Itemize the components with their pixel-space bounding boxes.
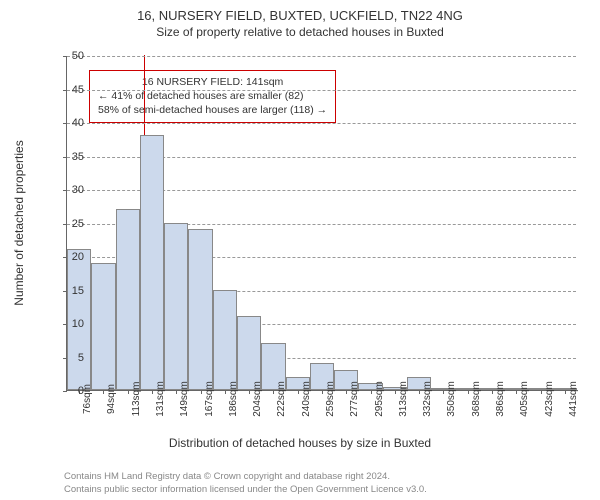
histogram-bar: [213, 290, 237, 391]
ytick-label: 35: [54, 151, 84, 163]
xtick-mark: [249, 390, 250, 394]
xtick-mark: [346, 390, 347, 394]
xtick-mark: [298, 390, 299, 394]
xtick-label: 332sqm: [422, 381, 433, 417]
xtick-mark: [419, 390, 420, 394]
xtick-mark: [322, 390, 323, 394]
ytick-label: 40: [54, 117, 84, 129]
xtick-mark: [443, 390, 444, 394]
y-axis-label: Number of detached properties: [12, 140, 26, 305]
xtick-label: 368sqm: [471, 381, 482, 417]
xtick-label: 94sqm: [106, 384, 117, 414]
chart-subtitle: Size of property relative to detached ho…: [0, 25, 600, 39]
ytick-label: 50: [54, 50, 84, 62]
chart-title: 16, NURSERY FIELD, BUXTED, UCKFIELD, TN2…: [0, 8, 600, 23]
ytick-label: 25: [54, 218, 84, 230]
xtick-mark: [395, 390, 396, 394]
xtick-mark: [225, 390, 226, 394]
xtick-label: 204sqm: [252, 381, 263, 417]
xtick-label: 149sqm: [179, 381, 190, 417]
xtick-mark: [128, 390, 129, 394]
gridline: [67, 123, 576, 124]
annotation-line: 16 NURSERY FIELD: 141sqm: [98, 75, 327, 89]
plot-area: 16 NURSERY FIELD: 141sqm← 41% of detache…: [66, 56, 576, 391]
xtick-mark: [541, 390, 542, 394]
xtick-label: 277sqm: [349, 381, 360, 417]
xtick-mark: [468, 390, 469, 394]
histogram-bar: [237, 316, 261, 390]
xtick-mark: [516, 390, 517, 394]
histogram-bar: [91, 263, 115, 390]
histogram-bar: [140, 135, 164, 390]
xtick-mark: [273, 390, 274, 394]
gridline: [67, 90, 576, 91]
xtick-label: 441sqm: [568, 381, 579, 417]
footer-attribution: Contains HM Land Registry data © Crown c…: [64, 471, 427, 496]
xtick-mark: [565, 390, 566, 394]
annotation-line: ← 41% of detached houses are smaller (82…: [98, 89, 327, 103]
xtick-label: 386sqm: [495, 381, 506, 417]
xtick-label: 405sqm: [519, 381, 530, 417]
property-size-chart: 16, NURSERY FIELD, BUXTED, UCKFIELD, TN2…: [0, 8, 600, 468]
xtick-label: 113sqm: [131, 382, 142, 417]
xtick-label: 313sqm: [398, 381, 409, 417]
xtick-label: 167sqm: [204, 381, 215, 417]
xtick-label: 350sqm: [446, 381, 457, 417]
x-axis-label: Distribution of detached houses by size …: [0, 436, 600, 450]
ytick-label: 5: [54, 352, 84, 364]
ytick-label: 30: [54, 184, 84, 196]
ytick-label: 45: [54, 84, 84, 96]
xtick-mark: [152, 390, 153, 394]
xtick-label: 222sqm: [276, 381, 287, 417]
histogram-bar: [116, 209, 140, 390]
histogram-bar: [164, 223, 188, 391]
ytick-label: 0: [54, 385, 84, 397]
gridline: [67, 56, 576, 57]
xtick-mark: [492, 390, 493, 394]
xtick-mark: [371, 390, 372, 394]
ytick-label: 15: [54, 285, 84, 297]
xtick-mark: [201, 390, 202, 394]
xtick-label: 423sqm: [544, 381, 555, 417]
xtick-mark: [176, 390, 177, 394]
xtick-mark: [103, 390, 104, 394]
xtick-label: 186sqm: [228, 381, 239, 417]
xtick-label: 259sqm: [325, 381, 336, 417]
histogram-bar: [188, 229, 212, 390]
xtick-label: 76sqm: [82, 384, 93, 414]
xtick-label: 131sqm: [155, 381, 166, 417]
footer-line-2: Contains public sector information licen…: [64, 484, 427, 496]
xtick-label: 295sqm: [374, 381, 385, 417]
ytick-label: 10: [54, 318, 84, 330]
xtick-label: 240sqm: [301, 381, 312, 417]
annotation-box: 16 NURSERY FIELD: 141sqm← 41% of detache…: [89, 70, 336, 123]
footer-line-1: Contains HM Land Registry data © Crown c…: [64, 471, 427, 483]
ytick-label: 20: [54, 251, 84, 263]
annotation-line: 58% of semi-detached houses are larger (…: [98, 103, 327, 117]
